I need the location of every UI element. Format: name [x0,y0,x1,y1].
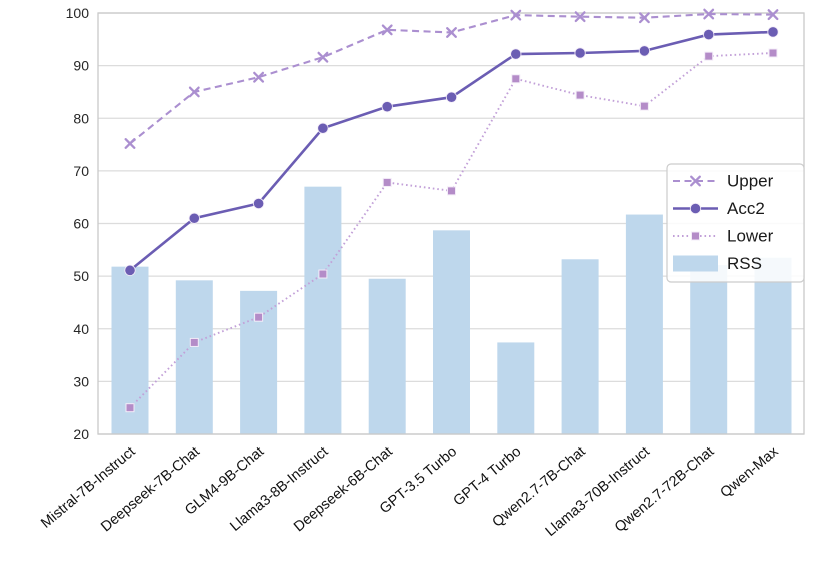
data-point-marker [317,122,329,134]
acc2-line-series [124,26,779,276]
data-point-marker [638,45,651,57]
y-tick-label: 90 [73,58,89,74]
data-point-marker [317,51,329,63]
data-point-marker [704,51,714,61]
data-point-marker [125,403,135,413]
data-point-marker [253,71,265,83]
data-point-marker [445,91,458,103]
rss-bar [368,278,406,434]
data-point-marker [691,231,700,241]
y-tick-label: 100 [66,5,90,21]
data-point-marker [511,74,521,84]
data-point-marker [638,12,650,24]
data-point-marker [124,138,136,149]
data-point-marker [703,8,715,20]
data-point-marker [253,197,265,210]
legend-label: Upper [727,172,774,191]
y-tick-label: 50 [73,268,89,284]
data-point-marker [689,202,702,215]
upper-line-series [124,8,779,149]
rss-bar [561,259,599,434]
legend-item-rss: RSS [673,254,762,273]
legend-item-acc2: Acc2 [673,199,765,218]
data-point-marker [768,48,778,58]
rss-bar [690,265,728,434]
y-axis-labels: 20 30 40 50 60 70 80 90 100 [66,5,90,442]
data-point-marker [188,212,200,224]
rss-bar [497,342,535,434]
rss-bar [754,257,792,434]
data-point-marker [254,312,264,322]
y-tick-label: 30 [73,373,89,389]
legend-swatch [673,255,718,272]
data-point-marker [690,175,701,187]
data-point-marker [381,24,393,36]
data-point-marker [189,337,199,347]
y-tick-label: 70 [73,163,89,179]
rss-bar [175,280,213,434]
legend-box [666,163,805,283]
rss-bar [304,186,342,434]
data-point-marker [446,27,457,38]
rss-bar [625,214,663,434]
data-point-marker [188,86,200,98]
rss-bar [433,230,470,434]
data-point-marker [510,9,522,21]
legend-item-lower: Lower [673,227,774,246]
legend-label: Acc2 [727,199,765,218]
data-point-marker [703,28,715,41]
y-tick-label: 80 [73,110,89,126]
legend-label: Lower [727,227,774,246]
y-tick-label: 60 [73,216,89,232]
data-point-marker [639,101,649,111]
rss-bar [240,290,278,434]
data-point-marker [382,177,392,187]
data-point-marker [381,101,393,113]
data-point-marker [575,90,585,100]
legend: Upper Acc2 Lower RSS [666,163,805,283]
data-point-marker [574,47,586,59]
data-point-marker [124,264,136,276]
data-point-marker [318,269,328,279]
legend-label: RSS [727,254,762,273]
data-point-marker [767,9,779,21]
y-tick-label: 40 [73,321,89,337]
data-point-marker [447,186,456,196]
legend-item-upper: Upper [673,172,774,191]
data-point-marker [510,48,522,60]
y-tick-label: 20 [73,426,89,442]
lower-line-series [125,48,778,413]
data-point-marker [574,11,586,23]
data-point-marker [767,26,779,38]
